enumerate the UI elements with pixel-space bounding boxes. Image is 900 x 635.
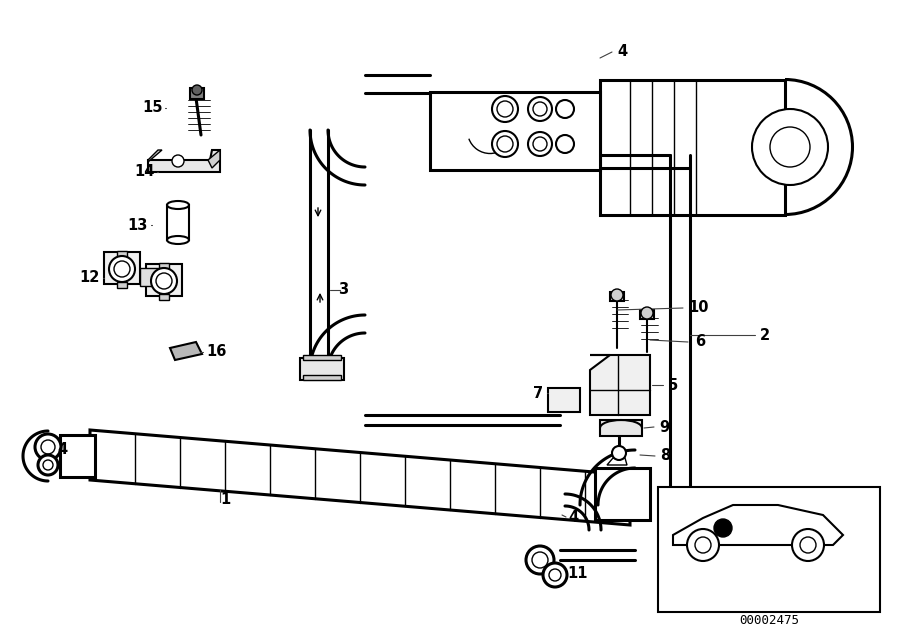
Text: 10: 10 <box>688 300 708 316</box>
Circle shape <box>497 101 513 117</box>
Bar <box>600 80 785 215</box>
Text: 6: 6 <box>695 335 705 349</box>
Polygon shape <box>148 150 220 172</box>
Text: 4: 4 <box>568 509 578 525</box>
Bar <box>640 310 654 319</box>
Circle shape <box>172 155 184 167</box>
Bar <box>300 358 344 380</box>
Circle shape <box>533 102 547 116</box>
Polygon shape <box>170 342 202 360</box>
Polygon shape <box>673 505 843 545</box>
Circle shape <box>556 135 574 153</box>
Bar <box>140 268 164 286</box>
Text: 13: 13 <box>128 218 148 232</box>
Text: 15: 15 <box>142 100 163 116</box>
Bar <box>117 251 127 257</box>
Circle shape <box>114 261 130 277</box>
Circle shape <box>492 96 518 122</box>
Polygon shape <box>90 430 630 525</box>
Circle shape <box>714 519 732 537</box>
Circle shape <box>792 529 824 561</box>
Text: 14: 14 <box>135 164 155 180</box>
Polygon shape <box>590 355 650 415</box>
Circle shape <box>641 307 653 319</box>
Circle shape <box>38 455 58 475</box>
Circle shape <box>43 460 53 470</box>
Text: 4: 4 <box>57 443 68 457</box>
Circle shape <box>612 446 626 460</box>
Polygon shape <box>607 458 627 465</box>
Ellipse shape <box>167 236 189 244</box>
Polygon shape <box>148 150 162 162</box>
Circle shape <box>41 440 55 454</box>
Text: 00002475: 00002475 <box>739 613 799 627</box>
Bar <box>595 468 650 520</box>
Bar <box>303 355 341 360</box>
Text: 16: 16 <box>206 345 227 359</box>
Circle shape <box>109 256 135 282</box>
Bar <box>303 375 341 380</box>
Circle shape <box>695 537 711 553</box>
Bar <box>60 435 95 477</box>
Circle shape <box>611 289 623 301</box>
Text: 7: 7 <box>533 385 543 401</box>
Bar <box>159 263 169 269</box>
Circle shape <box>526 546 554 574</box>
Bar <box>190 88 204 99</box>
Bar <box>117 282 127 288</box>
Bar <box>658 487 880 612</box>
Polygon shape <box>430 92 600 170</box>
Text: 12: 12 <box>79 271 100 286</box>
Text: 2: 2 <box>760 328 770 342</box>
Bar <box>159 294 169 300</box>
Text: 3: 3 <box>338 283 348 298</box>
Circle shape <box>156 273 172 289</box>
Text: 8: 8 <box>660 448 670 464</box>
Polygon shape <box>208 150 220 168</box>
Circle shape <box>533 137 547 151</box>
Bar <box>104 252 140 284</box>
Bar <box>548 388 580 412</box>
Text: 1: 1 <box>220 493 230 507</box>
Circle shape <box>549 569 561 581</box>
Circle shape <box>492 131 518 157</box>
Circle shape <box>543 563 567 587</box>
Text: 5: 5 <box>668 377 679 392</box>
Circle shape <box>752 109 828 185</box>
Circle shape <box>800 537 816 553</box>
Circle shape <box>151 268 177 294</box>
Circle shape <box>687 529 719 561</box>
Circle shape <box>528 97 552 121</box>
Circle shape <box>556 100 574 118</box>
Circle shape <box>35 434 61 460</box>
Bar <box>610 292 624 301</box>
Circle shape <box>192 85 202 95</box>
Ellipse shape <box>167 201 189 209</box>
Circle shape <box>532 552 548 568</box>
Text: 4: 4 <box>617 44 627 60</box>
Bar <box>167 205 189 240</box>
Bar <box>600 420 642 436</box>
Bar <box>146 264 182 296</box>
Text: 11: 11 <box>567 566 588 582</box>
Circle shape <box>770 127 810 167</box>
Text: 9: 9 <box>659 420 669 434</box>
Circle shape <box>528 132 552 156</box>
Circle shape <box>497 136 513 152</box>
